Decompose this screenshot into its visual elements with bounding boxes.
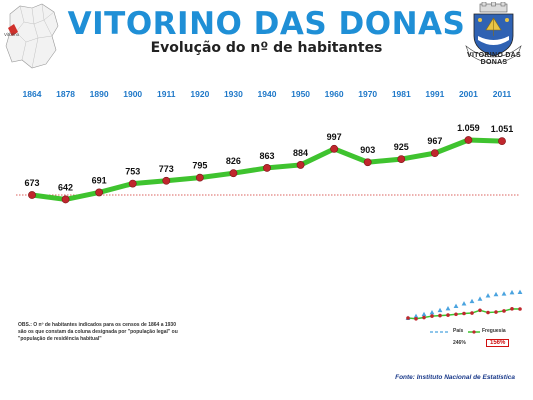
inset-freguesia-point — [462, 311, 466, 316]
page-subtitle: Evolução do nº de habitantes — [150, 40, 383, 56]
data-point — [296, 161, 305, 169]
x-tick-label: 2011 — [493, 89, 512, 99]
inset-pais-point — [501, 291, 507, 296]
inset-pais-point — [509, 289, 515, 295]
data-label: 1.059 — [457, 123, 480, 133]
data-point — [430, 149, 439, 158]
data-label: 826 — [226, 156, 241, 166]
growth-comparison-inset — [405, 289, 523, 334]
inset-pais-point — [421, 311, 427, 317]
inset-freguesia-point — [414, 317, 418, 321]
census-note: OBS.: O nº de habitantes indicados para … — [18, 322, 178, 342]
x-tick-label: 2001 — [459, 89, 478, 99]
inset-freguesia-point — [486, 310, 490, 315]
coat-of-arms-caption: VITORINO DAS DONAS — [466, 52, 522, 66]
inset-pct-freguesia: 156% — [486, 339, 510, 347]
data-label: 903 — [360, 145, 375, 155]
x-tick-label: 1864 — [23, 89, 42, 99]
inset-pais-point — [477, 296, 483, 301]
inset-freguesia-point — [422, 315, 426, 320]
inset-freguesia-point — [430, 314, 434, 318]
data-point — [498, 137, 506, 146]
data-point — [363, 158, 372, 167]
x-tick-label: 1981 — [392, 89, 411, 99]
data-point — [195, 173, 204, 182]
data-point — [61, 195, 70, 204]
data-point — [464, 136, 473, 144]
data-label: 691 — [92, 175, 107, 185]
inset-freguesia-point — [446, 313, 450, 317]
data-label: 863 — [259, 151, 274, 161]
data-point — [95, 188, 104, 197]
x-tick-label: 1890 — [90, 89, 109, 99]
data-label: 753 — [125, 167, 140, 177]
inset-pais-point — [469, 298, 475, 304]
data-point — [229, 169, 238, 178]
data-label: 967 — [427, 136, 442, 146]
data-label: 795 — [192, 161, 207, 171]
data-label: 997 — [327, 132, 342, 142]
inset-pais-point — [517, 289, 523, 294]
inset-freguesia-point — [494, 310, 498, 314]
inset-pais-point — [453, 303, 459, 308]
highlighted-parish — [8, 24, 18, 36]
inset-freguesia-point — [454, 312, 458, 317]
map-label: Vitorino — [4, 32, 20, 37]
inset-legend-freguesia-dot — [472, 330, 476, 334]
x-tick-label: 1911 — [157, 89, 176, 99]
x-tick-label: 1940 — [258, 89, 277, 99]
data-point — [162, 176, 171, 185]
data-label: 773 — [159, 164, 174, 174]
page-title: VITORINO DAS DONAS — [67, 6, 466, 42]
inset-pais-point — [461, 301, 467, 306]
data-label: 884 — [293, 148, 308, 158]
data-label: 642 — [58, 182, 73, 192]
inset-freguesia-point — [438, 313, 442, 318]
data-point — [28, 191, 36, 199]
inset-pct-pais: 246% — [453, 340, 466, 346]
data-source: Fonte: Instituto Nacional de Estatística — [395, 374, 515, 381]
inset-freguesia-point — [510, 307, 514, 311]
coat-of-arms-logo — [465, 2, 522, 64]
data-point — [128, 179, 137, 188]
inset-freguesia-point — [470, 311, 474, 315]
inset-pais-point — [429, 309, 435, 315]
inset-freguesia-point — [406, 316, 410, 320]
inset-pais-point — [485, 293, 491, 298]
inset-pais-point — [437, 307, 443, 313]
parish-location-map — [5, 3, 59, 69]
inset-pais-point — [493, 291, 499, 297]
inset-legend-freguesia: Freguesia — [482, 328, 506, 334]
data-point — [397, 155, 406, 163]
data-label: 673 — [24, 178, 39, 188]
x-tick-label: 1920 — [190, 89, 209, 99]
x-tick-label: 1970 — [358, 89, 377, 99]
data-label: 925 — [394, 142, 409, 152]
inset-legend-pais: País — [453, 328, 464, 334]
x-tick-label: 1991 — [425, 89, 444, 99]
x-tick-label: 1930 — [224, 89, 243, 99]
x-tick-label: 1960 — [325, 89, 344, 99]
data-point — [263, 164, 271, 172]
inset-freguesia-point — [502, 309, 506, 313]
inset-pais-point — [413, 313, 419, 319]
inset-freguesia-point — [518, 307, 522, 311]
x-tick-label: 1950 — [291, 89, 310, 99]
data-point — [330, 144, 339, 153]
inset-freguesia-point — [478, 308, 482, 313]
x-tick-label: 1878 — [56, 89, 75, 99]
inset-pais-point — [445, 305, 451, 311]
x-tick-label: 1900 — [123, 89, 142, 99]
data-label: 1.051 — [491, 124, 514, 134]
